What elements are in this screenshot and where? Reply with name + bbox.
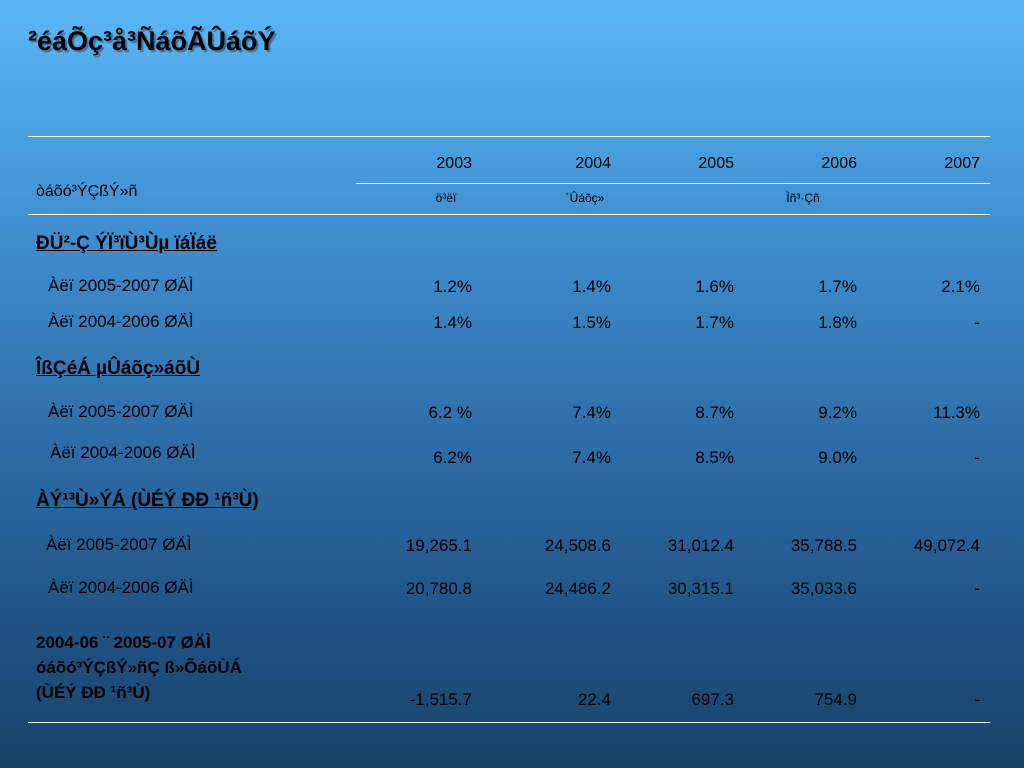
table-cell: 31,012.4 <box>667 536 734 555</box>
section-title: ÎßÇéÁ µÛáõç»áõÙ <box>36 358 201 379</box>
section-title: ÀÝ¹³Ù»ÝÁ (ÙÉÝ ÐÐ ¹ñ³Ù) <box>36 490 259 511</box>
table-cell: 8.7% <box>695 403 734 422</box>
year-header-2005: 2005 <box>698 155 734 172</box>
table-cell: 8.5% <box>695 448 734 467</box>
table-cell: 1.2% <box>433 277 472 296</box>
year-header-2007: 2007 <box>944 155 980 172</box>
year-header-2004: 2004 <box>575 155 611 172</box>
table-cell: 1.4% <box>433 313 472 332</box>
table-bottom-rule <box>28 722 990 723</box>
table-cell: 7.4% <box>572 403 611 422</box>
row-label: Àëï 2004-2006 ØÄÌ <box>48 578 194 597</box>
table-cell: 1.8% <box>818 313 857 332</box>
table-cell: 9.0% <box>818 448 857 467</box>
row-label: Àëï 2005-2007 ØÄÌ <box>46 535 192 554</box>
table-cell: 35,033.6 <box>790 579 857 598</box>
indicators-header: òáõó³ÝÇßÝ»ñ <box>36 183 138 200</box>
table-cell: 9.2% <box>818 403 857 422</box>
subheader-2003: ö³ëï <box>435 191 457 205</box>
row-label: Àëï 2004-2006 ØÄÌ <box>50 443 196 462</box>
table-cell: 2.1% <box>941 277 980 296</box>
summary-label: 2004-06 ¨ 2005-07 ØÄÌ óáõó³ÝÇßÝ»ñÇ ß»Õáõ… <box>36 630 242 705</box>
summary-cell: 754.9 <box>814 690 857 709</box>
summary-cell: -1,515.7 <box>409 690 472 709</box>
summary-label-line: 2004-06 ¨ 2005-07 ØÄÌ <box>36 633 211 652</box>
table-cell: 35,788.5 <box>790 536 857 555</box>
page-title: ²éáÕç³å³ÑáõÃÛáõÝ <box>28 26 276 56</box>
section-title: ÐÜ²-Ç ÝÏ³ïÙ³Ùµ ïáÏáë <box>36 233 217 254</box>
table-cell: 19,265.1 <box>405 536 472 555</box>
summary-cell: 697.3 <box>691 690 734 709</box>
summary-label-line: (ÙÉÝ ÐÐ ¹ñ³Ù) <box>36 683 151 702</box>
table-top-rule <box>28 136 990 137</box>
year-header-2003: 2003 <box>436 155 472 172</box>
summary-cell: - <box>974 690 980 709</box>
table-cell: 1.5% <box>572 313 611 332</box>
table-cell: 6.2% <box>433 448 472 467</box>
table-cell: - <box>974 313 980 332</box>
table-cell: 24,508.6 <box>544 536 611 555</box>
subheader-2005-2007: Ìñ³·Çñ <box>786 191 820 205</box>
summary-cell: 22.4 <box>577 690 611 709</box>
table-cell: 6.2 % <box>428 403 472 422</box>
table-cell: 1.7% <box>818 277 857 296</box>
year-header-2006: 2006 <box>821 155 857 172</box>
table-cell: 1.6% <box>695 277 734 296</box>
table-cell: 20,780.8 <box>405 579 472 598</box>
table-cell: 11.3% <box>933 403 980 422</box>
table-cell: - <box>974 579 980 598</box>
row-label: Àëï 2004-2006 ØÄÌ <box>48 312 194 331</box>
table-cell: 7.4% <box>572 448 611 467</box>
row-label: Àëï 2005-2007 ØÄÌ <box>48 402 194 421</box>
summary-label-line: óáõó³ÝÇßÝ»ñÇ ß»ÕáõÙÁ <box>36 658 242 677</box>
row-label: Àëï 2005-2007 ØÄÌ <box>48 276 194 295</box>
table-cell: 30,315.1 <box>667 579 734 598</box>
table-cell: 49,072.4 <box>913 536 980 555</box>
subheader-2004: ´Ûáõç» <box>565 191 605 205</box>
table-cell: 24,486.2 <box>544 579 611 598</box>
table-cell: 1.7% <box>695 313 734 332</box>
year-header-rule <box>356 183 990 184</box>
table-cell: - <box>974 448 980 467</box>
header-bottom-rule <box>28 214 990 215</box>
table-cell: 1.4% <box>572 277 611 296</box>
